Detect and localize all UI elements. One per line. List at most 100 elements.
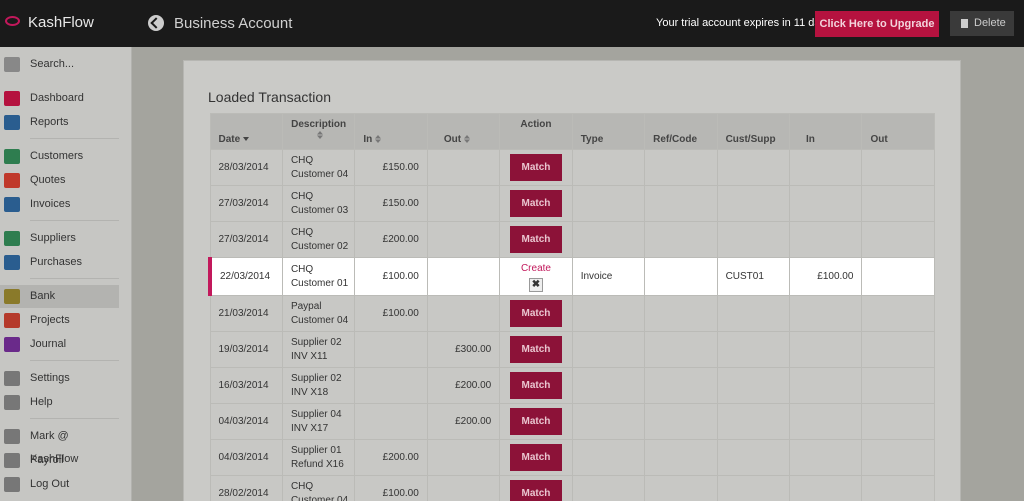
description-cell: CHQ Customer 04	[281, 475, 356, 501]
nav-item[interactable]: Settings	[0, 367, 119, 390]
description-cell: Supplier 04 INV X17	[281, 403, 356, 440]
cust-supp: CUST01	[725, 270, 764, 282]
matched-out-cell	[861, 185, 935, 222]
nav-item[interactable]: Mark @ KashFlow	[0, 425, 119, 465]
cust-supp-cell	[716, 475, 791, 501]
transaction-row: 22/03/2014 CHQ Customer 01 £100.00 Create ✖ In…	[207, 257, 935, 296]
transaction-row: 16/03/2014 Supplier 02 INV X18 £200.00 Match	[209, 367, 935, 404]
matched-out-cell	[861, 439, 935, 476]
action-cell: Match	[499, 367, 573, 404]
amount-in: £200.00	[382, 451, 419, 463]
date: 27/03/2014	[218, 197, 269, 209]
amount-in-cell: £200.00	[354, 221, 428, 258]
nav-item[interactable]: Dashboard	[0, 87, 119, 110]
match-button[interactable]: Match	[509, 226, 562, 253]
type-cell	[571, 295, 646, 332]
amount-out-cell	[426, 185, 501, 222]
matched-in: £100.00	[817, 270, 854, 282]
transaction-row: 04/03/2014 Supplier 01 Refund X16 £200.00 Ma…	[209, 439, 935, 476]
nav-item[interactable]: Help	[0, 391, 119, 414]
description-line: Supplier 01	[290, 444, 342, 456]
nav-item[interactable]: Reports	[0, 111, 119, 134]
amount-out-cell	[426, 257, 501, 296]
header-label: In	[363, 134, 373, 145]
nav-item[interactable]: Invoices	[0, 193, 119, 216]
description-line: CHQ	[290, 154, 314, 166]
column-header[interactable]: Description	[281, 113, 356, 150]
column-header: Cust/Supp	[716, 113, 791, 150]
description-cell: Paypal Customer 04	[281, 295, 356, 332]
action-cell: Match	[499, 185, 573, 222]
nav-item[interactable]: Purchases	[0, 251, 119, 274]
amount-in-cell: £150.00	[354, 185, 428, 222]
cust-supp-cell	[716, 403, 791, 440]
header-label: Description	[291, 119, 347, 130]
match-button[interactable]: Match	[509, 154, 562, 181]
matched-in-cell	[788, 295, 863, 332]
amount-in-cell: £100.00	[354, 475, 428, 501]
matched-in-cell	[788, 439, 863, 476]
cust-supp-cell	[716, 367, 791, 404]
nav-item[interactable]: Customers	[0, 145, 119, 168]
separator	[30, 278, 119, 279]
description-line: Paypal	[290, 300, 322, 312]
ref-code-cell	[644, 295, 718, 332]
nav-icon	[4, 197, 20, 212]
description-cell: Supplier 01 Refund X16	[281, 439, 356, 476]
amount-in-cell: £200.00	[354, 439, 428, 476]
column-header: Ref/Code	[644, 113, 718, 150]
transaction-row: 28/03/2014 CHQ Customer 04 £150.00 Match	[209, 149, 935, 186]
delete-button[interactable]: Delete	[950, 11, 1014, 36]
amount-in: £100.00	[382, 307, 419, 319]
nav-item[interactable]: Projects	[0, 309, 119, 332]
match-button[interactable]: Match	[509, 372, 562, 399]
matched-in-cell	[788, 331, 863, 368]
column-header[interactable]: Date	[209, 113, 283, 150]
description-line: Supplier 02	[290, 372, 342, 384]
description-line: CHQ	[290, 226, 314, 238]
match-button[interactable]: Match	[509, 336, 562, 363]
nav-icon	[4, 453, 20, 468]
transactions-table: Date Description In Out Action Type Ref/Code Cu…	[207, 113, 935, 501]
description-line: Customer 01	[290, 277, 349, 289]
column-header: Type	[571, 113, 646, 150]
back-button[interactable]	[148, 15, 164, 31]
action-cell: Match	[499, 403, 573, 440]
match-button[interactable]: Match	[509, 408, 562, 435]
amount-in: £100.00	[382, 270, 419, 282]
ref-code-cell	[644, 221, 718, 258]
transaction-row: 19/03/2014 Supplier 02 INV X11 £300.00 Match	[209, 331, 935, 368]
matched-in-cell	[788, 475, 863, 501]
nav-item[interactable]: Bank	[0, 285, 119, 308]
nav-item[interactable]: Log Out	[0, 473, 119, 496]
column-header[interactable]: In	[354, 113, 428, 150]
ref-code-cell	[644, 403, 718, 440]
date-cell: 27/03/2014	[209, 185, 283, 222]
match-button[interactable]: Match	[509, 480, 562, 501]
column-header[interactable]: Out	[426, 113, 501, 150]
create-link[interactable]: Create	[520, 262, 551, 274]
nav-item[interactable]: Payroll	[0, 449, 119, 472]
search[interactable]: Search...	[0, 53, 119, 76]
description-line: Supplier 04	[290, 408, 342, 420]
ref-code-cell	[644, 439, 718, 476]
nav-icon	[4, 429, 20, 444]
nav-icon	[4, 173, 20, 188]
cust-supp-cell	[716, 221, 791, 258]
date-cell: 21/03/2014	[209, 295, 283, 332]
action-cell: Match	[499, 331, 573, 368]
separator	[30, 220, 119, 221]
upgrade-button[interactable]: Click Here to Upgrade	[815, 11, 939, 37]
action-cell: Match	[499, 439, 573, 476]
nav-item[interactable]: Journal	[0, 333, 119, 356]
match-button[interactable]: Match	[509, 190, 562, 217]
nav-item[interactable]: Quotes	[0, 169, 119, 192]
nav-item[interactable]: Suppliers	[0, 227, 119, 250]
amount-out-cell	[426, 149, 501, 186]
header-label: Type	[580, 134, 604, 145]
cancel-button[interactable]: ✖	[528, 277, 543, 292]
match-button[interactable]: Match	[509, 444, 562, 471]
search-icon	[4, 57, 20, 72]
match-button[interactable]: Match	[509, 300, 562, 327]
